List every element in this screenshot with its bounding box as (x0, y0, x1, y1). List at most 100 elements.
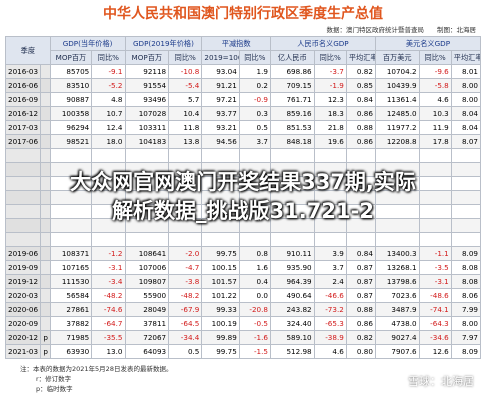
value-cell: -48.6 (418, 288, 452, 303)
value-cell: 107165 (49, 260, 93, 275)
value-cell: -67.9 (168, 302, 203, 317)
value-cell: 0.3 (238, 106, 271, 121)
data-row: 2019-09 107165 -3.1 107006 -4.7 100.15 1.6 935.… (4, 260, 482, 275)
flag-cell (40, 106, 51, 121)
value-cell: -9.1 (91, 64, 126, 79)
value-cell: 63930 (49, 344, 93, 359)
value-cell: -5.2 (91, 78, 126, 93)
value-cell: -3.7 (313, 64, 347, 79)
value-cell (345, 148, 376, 163)
period-cell: 2019-12 (4, 274, 42, 289)
value-cell: 0.5 (238, 120, 271, 135)
value-cell (418, 232, 452, 247)
value-cell: 17.8 (418, 134, 452, 149)
data-row (4, 204, 482, 219)
value-cell: 9027.4 (374, 330, 420, 345)
value-cell: 8.00 (450, 78, 482, 93)
value-cell: -1.2 (91, 246, 126, 261)
data-row: 2017-06 98521 18.0 104183 13.8 94.56 3.7 848.18… (4, 134, 482, 149)
value-cell: 0.82 (345, 330, 376, 345)
sub-header: 同比% (168, 50, 203, 65)
value-cell: 11.9 (418, 120, 452, 135)
flag-cell (40, 78, 51, 93)
value-cell: -74.6 (91, 302, 126, 317)
flag-cell (40, 148, 51, 163)
period-cell: 2016-06 (4, 78, 42, 93)
value-cell: 12.3 (313, 92, 347, 107)
period-cell: 2016-12 (4, 106, 42, 121)
value-cell: 0.4 (238, 274, 271, 289)
value-cell: 0.5 (168, 344, 203, 359)
value-cell (238, 162, 271, 177)
value-cell (201, 148, 240, 163)
value-cell: 101.57 (201, 274, 240, 289)
value-cell: 93.77 (201, 106, 240, 121)
value-cell (450, 162, 482, 177)
value-cell: -34.4 (168, 330, 203, 345)
value-cell: -64.5 (168, 316, 203, 331)
period-cell: 2016-03 (4, 64, 42, 79)
value-cell: 964.39 (269, 274, 315, 289)
value-cell: 8.00 (450, 92, 482, 107)
value-cell (345, 232, 376, 247)
value-cell: 109807 (124, 274, 170, 289)
value-cell: 12208.8 (374, 134, 420, 149)
value-cell: 0.0 (238, 288, 271, 303)
value-cell: 935.90 (269, 260, 315, 275)
period-cell: 2021-03 (4, 344, 42, 359)
value-cell: 2.4 (313, 274, 347, 289)
value-cell: 13268.1 (374, 260, 420, 275)
value-cell (168, 162, 203, 177)
sub-header: 百万美元 (374, 50, 420, 65)
value-cell: 0.82 (345, 64, 376, 79)
value-cell: -10.8 (168, 64, 203, 79)
value-cell: 0.87 (345, 260, 376, 275)
flag-cell (40, 120, 51, 135)
value-cell: 18.0 (91, 134, 126, 149)
header-row: MOP百万 同比% MOP百万 同比% 2019=100 同比% 亿人民币 同比% 平均汇率 百万… (6, 50, 482, 65)
value-cell: 0.88 (345, 302, 376, 317)
value-cell: 324.40 (269, 316, 315, 331)
value-cell: 93.04 (201, 64, 240, 79)
sub-header: 同比% (418, 50, 452, 65)
value-cell (238, 148, 271, 163)
value-cell: -4.7 (168, 260, 203, 275)
period-cell (4, 232, 42, 247)
value-cell: -5.8 (418, 78, 452, 93)
flag-cell (40, 232, 51, 247)
value-cell: -1.5 (238, 344, 271, 359)
value-cell: 7023.6 (374, 288, 420, 303)
value-cell: 1.6 (238, 260, 271, 275)
value-cell: 0.87 (345, 288, 376, 303)
value-cell (201, 232, 240, 247)
value-cell (91, 162, 126, 177)
value-cell: -3.1 (91, 260, 126, 275)
data-row: 2020-09 37882 -64.7 37811 -64.5 100.19 -0.5 324… (4, 316, 482, 331)
value-cell (374, 218, 420, 233)
value-cell: 243.82 (269, 302, 315, 317)
period-cell: 2020-12 (4, 330, 42, 345)
value-cell: -64.3 (418, 316, 452, 331)
value-cell (269, 232, 315, 247)
data-row: 2017-03 96294 12.4 103311 11.8 93.21 0.5 851.53… (4, 120, 482, 135)
value-cell: 97.21 (201, 92, 240, 107)
overlay-headline: 大众网官网澳门开奖结果337期,实际 解析数据_挑战版31.721-2 (20, 168, 466, 226)
gdp-table: 季度 GDP(当年价格) GDP(2019年价格) 平减指数 人民币名义GDP 美元名义G… (4, 36, 482, 359)
flag-cell (40, 134, 51, 149)
value-cell: 93496 (124, 92, 170, 107)
flag-cell: p (40, 330, 51, 345)
value-cell: 0.88 (345, 120, 376, 135)
value-cell (345, 162, 376, 177)
value-cell: 0.86 (345, 316, 376, 331)
value-cell: 108371 (49, 246, 93, 261)
value-cell: 107028 (124, 106, 170, 121)
value-cell: 85705 (49, 64, 93, 79)
value-cell (269, 218, 315, 233)
value-cell: -35.5 (91, 330, 126, 345)
value-cell (418, 218, 452, 233)
title: 中华人民共和国澳门特别行政区季度生产总值 (103, 6, 383, 22)
value-cell: 27861 (49, 302, 93, 317)
sub-header: 亿人民币 (269, 50, 315, 65)
value-cell: 108641 (124, 246, 170, 261)
value-cell: 8.06 (450, 288, 482, 303)
